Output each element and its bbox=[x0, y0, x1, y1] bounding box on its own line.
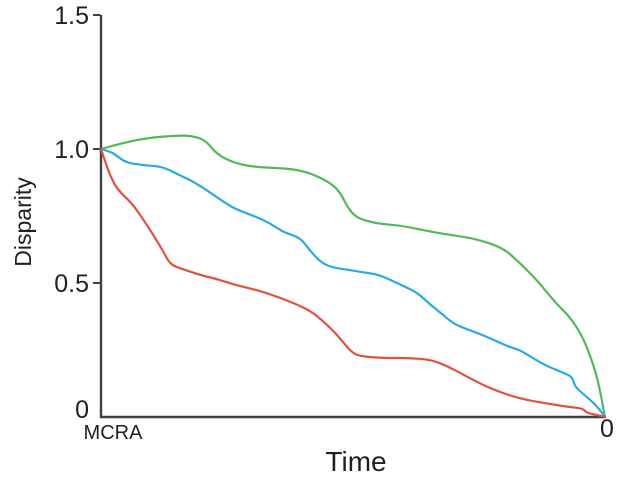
x-axis-title: Time bbox=[325, 446, 386, 477]
y-tick-label: 1.5 bbox=[54, 2, 89, 30]
y-axis-title: Disparity bbox=[10, 177, 36, 267]
red-series-line bbox=[99, 147, 607, 419]
series-group bbox=[99, 134, 607, 419]
y-axis-ticks: 1.5 1.0 0.5 0 bbox=[54, 2, 101, 424]
green-series-line bbox=[99, 134, 607, 419]
y-tick-label: 0.5 bbox=[54, 270, 89, 298]
y-tick-label: 1.0 bbox=[54, 136, 89, 164]
cyan-series-line bbox=[99, 147, 607, 419]
x-tick-label-mcra: MCRA bbox=[84, 422, 144, 444]
x-tick-label-zero: 0 bbox=[600, 415, 614, 443]
y-tick-label: 0 bbox=[75, 396, 89, 424]
